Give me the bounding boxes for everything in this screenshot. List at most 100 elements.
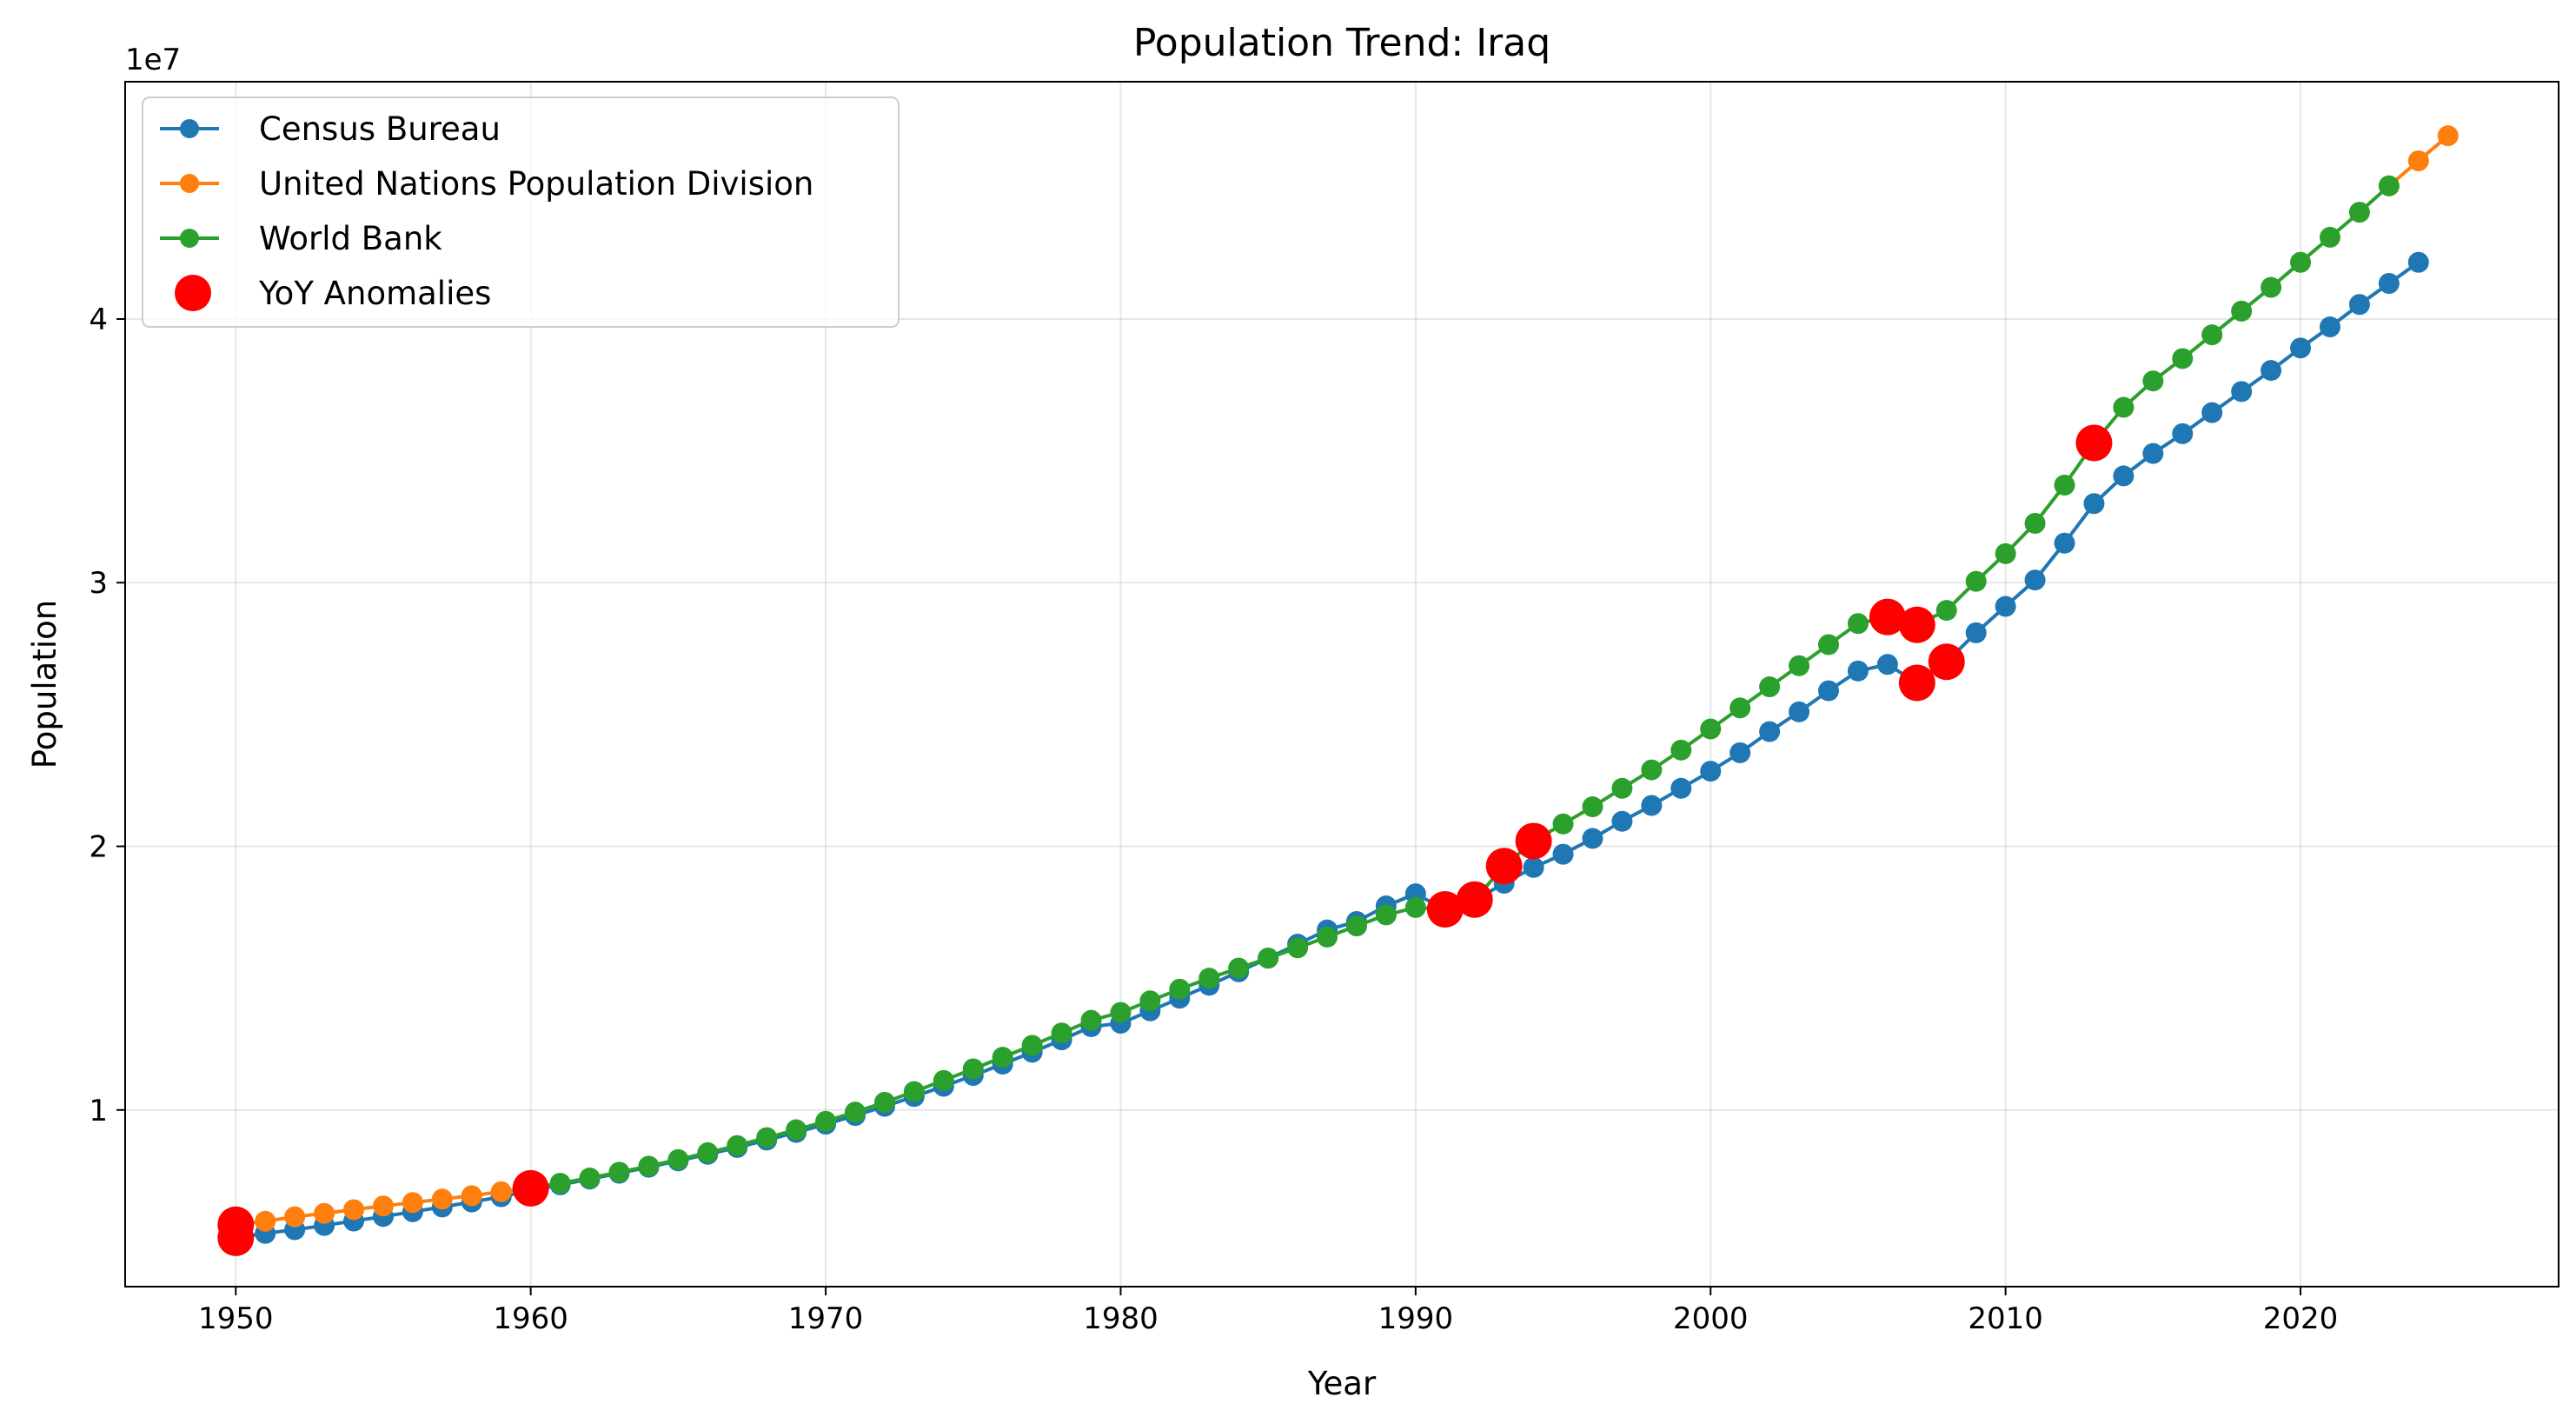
data-point	[2407, 251, 2429, 273]
data-point	[1700, 718, 1722, 740]
data-point	[727, 1135, 748, 1156]
anomaly-point	[1898, 606, 1935, 643]
data-point	[1847, 660, 1869, 682]
anomaly-point	[512, 1169, 549, 1207]
y-axis-offset-label: 1e7	[125, 43, 181, 77]
data-point	[1995, 596, 2016, 617]
data-point	[549, 1173, 571, 1194]
data-point	[255, 1210, 276, 1232]
data-point	[1759, 721, 1781, 742]
legend-label: United Nations Population Division	[259, 165, 813, 203]
data-point	[1818, 634, 1839, 655]
data-point	[1258, 948, 1279, 969]
data-point	[1670, 739, 1692, 761]
data-point	[1700, 761, 1722, 782]
data-point	[1995, 542, 2016, 564]
plot-frame	[124, 81, 2559, 1288]
anomaly-point	[1515, 822, 1552, 860]
data-point	[992, 1047, 1013, 1068]
data-point	[1818, 680, 1839, 702]
data-point	[1552, 813, 1574, 835]
legend-marker	[180, 119, 199, 138]
data-point	[933, 1069, 954, 1091]
x-tick-label: 1990	[1378, 1301, 1454, 1336]
data-point	[2348, 294, 2370, 316]
legend-label: YoY Anomalies	[258, 275, 491, 312]
data-point	[1375, 904, 1397, 926]
data-point	[1523, 856, 1544, 878]
data-point	[2437, 125, 2459, 147]
data-point	[1935, 600, 1957, 622]
data-point	[2290, 337, 2312, 359]
data-point	[2319, 316, 2340, 338]
data-point	[1287, 937, 1309, 959]
anomaly-point	[1928, 643, 1965, 681]
legend-box	[142, 96, 900, 328]
data-point	[815, 1110, 837, 1132]
data-point	[1080, 1009, 1102, 1031]
data-point	[1228, 957, 1250, 979]
data-point	[1670, 777, 1692, 799]
chart-title: Population Trend: Iraq	[1133, 21, 1550, 65]
data-point	[1641, 795, 1663, 816]
anomaly-point	[2075, 424, 2113, 462]
legend: Census Bureau United Nations Population D…	[142, 96, 900, 328]
anomaly-layer	[217, 424, 2113, 1256]
data-point	[2261, 360, 2282, 382]
data-point	[284, 1206, 306, 1228]
data-point	[1730, 697, 1751, 719]
x-tick-label: 1950	[198, 1301, 274, 1336]
data-point	[1021, 1035, 1043, 1056]
data-point	[2407, 150, 2429, 171]
data-point	[1345, 915, 1367, 937]
data-point	[1169, 978, 1191, 1000]
data-point	[1110, 1001, 1132, 1023]
data-point	[2378, 273, 2400, 295]
data-point	[343, 1199, 365, 1221]
legend-label: Census Bureau	[259, 110, 501, 148]
data-point	[2113, 396, 2134, 418]
y-tick-label: 1	[89, 1094, 108, 1128]
data-point	[2201, 402, 2223, 423]
data-point	[2319, 226, 2340, 248]
data-point	[873, 1092, 895, 1114]
data-point	[2231, 300, 2253, 322]
data-point	[1730, 742, 1751, 763]
data-point	[1965, 622, 1987, 643]
data-point	[1051, 1022, 1072, 1044]
data-point	[2142, 370, 2164, 392]
data-point	[1641, 759, 1663, 781]
data-point	[962, 1058, 984, 1080]
y-tick-label: 2	[89, 830, 108, 865]
data-point	[2290, 251, 2312, 273]
x-tick-label: 2000	[1673, 1301, 1749, 1336]
data-point	[2083, 493, 2105, 515]
data-point	[1582, 828, 1603, 849]
anomaly-point	[217, 1206, 255, 1243]
data-point	[1847, 613, 1869, 635]
anomaly-point	[1426, 891, 1464, 928]
data-point	[1876, 654, 1898, 675]
anomaly-point	[1456, 881, 1493, 918]
data-point	[1611, 810, 1633, 832]
data-point	[1404, 896, 1426, 918]
data-point	[2261, 276, 2282, 298]
data-point	[786, 1119, 807, 1141]
data-point	[1198, 968, 1220, 989]
legend-entry: Census Bureau	[160, 110, 501, 148]
x-axis-label: Year	[1307, 1365, 1377, 1402]
data-point	[608, 1161, 630, 1183]
data-point	[2024, 512, 2046, 534]
legend-entry: United Nations Population Division	[160, 165, 813, 203]
x-tick-label: 1970	[788, 1301, 864, 1336]
data-point	[903, 1081, 925, 1102]
data-point	[667, 1148, 689, 1170]
data-point	[1965, 570, 1987, 592]
data-point	[1611, 777, 1633, 799]
anomaly-point	[1898, 664, 1935, 702]
data-point	[1317, 926, 1338, 948]
data-point	[1789, 655, 1810, 676]
x-tick-label: 2020	[2263, 1301, 2339, 1336]
data-point	[1552, 843, 1574, 865]
